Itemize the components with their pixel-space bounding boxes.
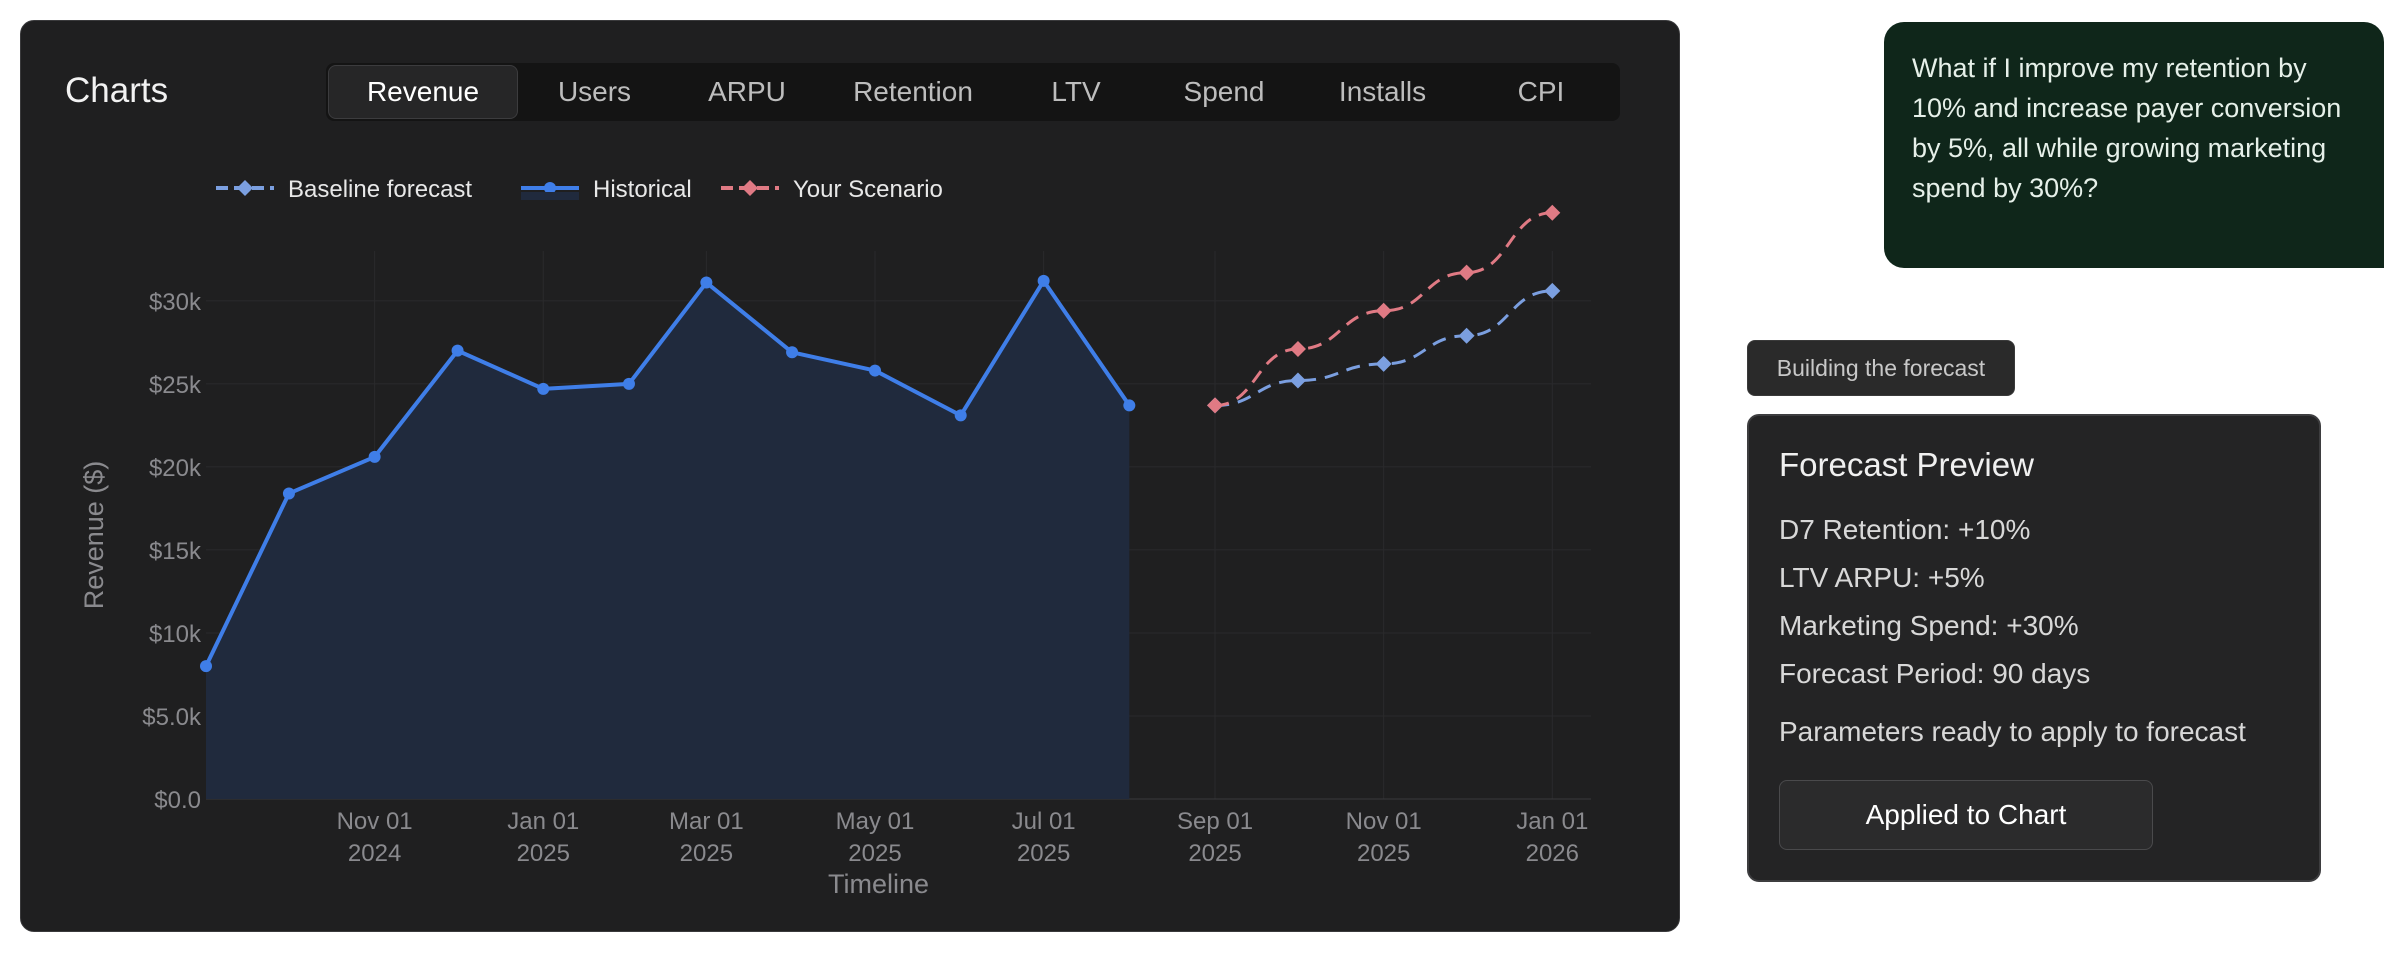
baseline-forecast-line (1215, 289, 1553, 407)
baseline-forecast-point (1375, 355, 1392, 372)
x-tick-label-line1: Jul 01 (1012, 808, 1076, 835)
x-tick-label-line2: 2025 (848, 840, 901, 867)
historical-point (282, 487, 295, 500)
x-tick-label: Jan 01 2026 (1516, 808, 1588, 867)
x-tick-label: Mar 01 2025 (669, 808, 744, 867)
x-tick-label: Jan 01 2025 (507, 808, 579, 867)
y-tick-label: $25k (149, 372, 202, 399)
y-tick-label: $30k (149, 289, 202, 316)
y-tick-label: $0.0 (154, 787, 201, 814)
baseline-forecast-point (1289, 372, 1306, 389)
x-tick-label-line1: Sep 01 (1177, 808, 1253, 835)
x-tick-label-line2: 2026 (1526, 840, 1579, 867)
panel-title: Charts (65, 71, 169, 110)
charts-panel: Charts Revenue Users ARPU Retention LTV … (20, 20, 1680, 932)
x-tick-label-line1: Mar 01 (669, 808, 744, 835)
param-ltv-arpu: LTV ARPU: +5% (1779, 562, 1985, 593)
historical-line (204, 278, 1131, 668)
tab-ltv[interactable]: LTV (1051, 76, 1101, 107)
legend-label: Historical (593, 176, 692, 203)
tab-revenue[interactable]: Revenue (328, 65, 518, 119)
legend-label: Baseline forecast (288, 176, 472, 203)
legend-label: Your Scenario (793, 176, 943, 203)
legend-swatch-fill (521, 192, 579, 200)
x-tick-label-line1: Nov 01 (1346, 808, 1422, 835)
y-axis-title: Revenue ($) (79, 461, 109, 610)
legend-item-baseline-forecast: Baseline forecast (216, 176, 472, 203)
historical-point (1037, 274, 1050, 287)
x-tick-label: Nov 01 2025 (1346, 808, 1422, 867)
x-tick-label: Sep 01 2025 (1177, 808, 1253, 867)
x-tick-label: Nov 01 2024 (337, 808, 413, 867)
x-tick-label: May 01 2025 (836, 808, 915, 867)
your-scenario-point (1458, 264, 1475, 281)
x-tick-label-line1: Nov 01 (337, 808, 413, 835)
historical-point (954, 409, 967, 422)
forecast-preview-title: Forecast Preview (1779, 446, 2034, 483)
historical-point (1123, 399, 1136, 412)
x-tick-label-line1: Jan 01 (1516, 808, 1588, 835)
tab-cpi[interactable]: CPI (1517, 76, 1565, 107)
tab-installs[interactable]: Installs (1338, 76, 1427, 107)
legend-swatch-marker (742, 180, 758, 196)
x-axis-title: Timeline (828, 869, 929, 899)
tab-retention[interactable]: Retention (853, 76, 973, 107)
tab-users[interactable]: Users (557, 76, 632, 107)
your-scenario-line (1214, 211, 1553, 407)
baseline-forecast-point (1544, 282, 1561, 299)
historical-point (700, 276, 713, 289)
historical-point (622, 377, 635, 390)
chart-tabs: Revenue Users ARPU Retention LTV Spend I… (326, 63, 1620, 121)
historical-point (869, 364, 882, 377)
your-scenario-point (1207, 397, 1224, 414)
your-scenario-point (1289, 340, 1306, 357)
x-tick-label-line2: 2025 (1357, 840, 1410, 867)
legend-swatch-marker (544, 182, 556, 194)
x-tick-label-line2: 2024 (348, 840, 401, 867)
historical-area (206, 280, 1130, 800)
historical-point (537, 382, 550, 395)
param-d7-retention: D7 Retention: +10% (1779, 514, 2031, 545)
historical-point (786, 346, 799, 359)
y-tick-label: $5.0k (142, 704, 202, 731)
revenue-chart: $0.0 $5.0k $10k $15k $20k $25k $30k Nov 01 2024 J… (79, 176, 1591, 899)
historical-point (368, 450, 381, 463)
legend-swatch-marker (237, 180, 253, 196)
baseline-forecast-point (1458, 327, 1475, 344)
status-badge: Building the forecast (1747, 340, 2015, 396)
y-tick-label: $15k (149, 538, 202, 565)
applied-to-chart-button[interactable]: Applied to Chart (1779, 780, 2153, 850)
user-message-bubble: What if I improve my retention by 10% an… (1884, 22, 2384, 268)
x-tick-label-line2: 2025 (680, 840, 733, 867)
tab-arpu[interactable]: ARPU (708, 76, 786, 107)
your-scenario-point (1544, 204, 1561, 221)
x-tick-label-line1: May 01 (836, 808, 915, 835)
x-tick-label-line2: 2025 (517, 840, 570, 867)
forecast-preview-card: Forecast Preview D7 Retention: +10% LTV … (1747, 414, 2321, 882)
legend-item-your-scenario: Your Scenario (721, 176, 943, 203)
x-tick-label: Jul 01 2025 (1012, 808, 1076, 867)
x-tick-label-line2: 2025 (1017, 840, 1070, 867)
param-marketing-spend: Marketing Spend: +30% (1779, 610, 2079, 641)
legend-item-historical: Historical (521, 176, 692, 203)
tab-spend[interactable]: Spend (1183, 76, 1265, 107)
y-tick-label: $10k (149, 621, 202, 648)
historical-point (451, 344, 464, 357)
y-tick-label: $20k (149, 455, 202, 482)
ready-note: Parameters ready to apply to forecast (1779, 716, 2246, 747)
your-scenario-point (1375, 302, 1392, 319)
param-forecast-period: Forecast Period: 90 days (1779, 658, 2091, 689)
x-tick-label-line1: Jan 01 (507, 808, 579, 835)
historical-point (200, 660, 212, 673)
x-tick-label-line2: 2025 (1188, 840, 1241, 867)
